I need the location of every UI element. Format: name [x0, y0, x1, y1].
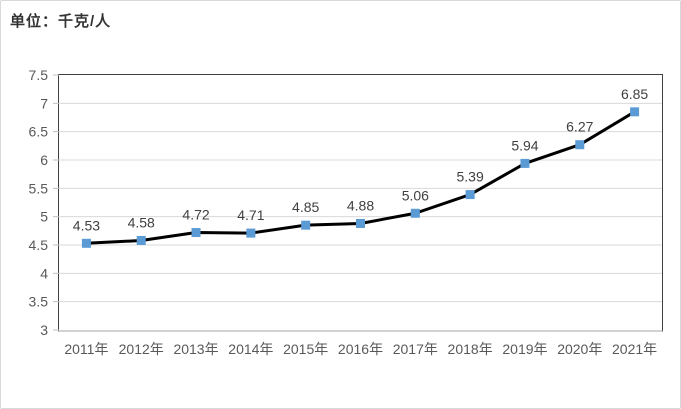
y-tick-label: 7.5: [29, 67, 49, 83]
y-tick-label: 4.5: [29, 237, 49, 253]
y-tick-label: 3: [40, 322, 48, 338]
data-point-marker: [575, 140, 585, 150]
data-label: 5.06: [402, 187, 429, 203]
data-point-marker: [356, 218, 365, 228]
x-tick-label: 2017年: [393, 341, 438, 357]
x-tick-label: 2018年: [448, 341, 493, 357]
y-tick-label: 6.5: [29, 124, 49, 140]
data-point-marker: [465, 190, 475, 200]
x-tick-label: 2011年: [64, 341, 108, 357]
x-tick-label: 2016年: [338, 341, 383, 357]
data-point-marker: [246, 228, 256, 238]
y-tick-label: 7: [40, 95, 48, 111]
data-label: 4.88: [347, 197, 374, 213]
x-tick-label: 2019年: [502, 341, 547, 357]
data-point-marker: [136, 235, 146, 245]
data-point-marker: [520, 158, 530, 168]
x-tick-label: 2014年: [228, 341, 273, 357]
y-tick-label: 5.5: [29, 180, 49, 196]
line-chart: 7.5 7 6.5 6 5.5 5 4.5 4 3.5 3 2011年 2012年 2013年 2014年…: [29, 67, 662, 357]
plot-area: 7.5 7 6.5 6 5.5 5 4.5 4 3.5 3 2011年 2012年 2013年 2014年…: [29, 67, 663, 357]
data-point-marker: [301, 220, 311, 230]
data-point-marker: [81, 238, 91, 248]
data-label: 4.72: [182, 207, 209, 223]
data-label: 5.39: [457, 169, 484, 185]
data-point-marker: [630, 107, 640, 117]
y-tick-label: 3.5: [29, 294, 49, 310]
chart-unit-label: 单位：千克/人: [10, 13, 112, 30]
data-label: 4.85: [292, 199, 319, 215]
y-tick-label: 5: [40, 209, 48, 225]
data-label: 4.71: [237, 207, 264, 223]
data-label: 4.58: [128, 214, 155, 230]
x-tick-label: 2013年: [173, 341, 218, 357]
data-label: 6.27: [566, 119, 593, 135]
data-label: 5.94: [511, 137, 538, 153]
x-tick-label: 2015年: [283, 341, 328, 357]
data-point-marker: [410, 208, 420, 218]
y-tick-label: 6: [40, 152, 48, 168]
x-tick-label: 2012年: [119, 341, 164, 357]
y-tick-label: 4: [40, 265, 48, 281]
x-tick-label: 2020年: [557, 341, 602, 357]
data-label: 4.53: [73, 217, 100, 233]
data-label: 6.85: [621, 86, 648, 102]
data-point-marker: [191, 228, 201, 238]
x-tick-label: 2021年: [612, 341, 657, 357]
